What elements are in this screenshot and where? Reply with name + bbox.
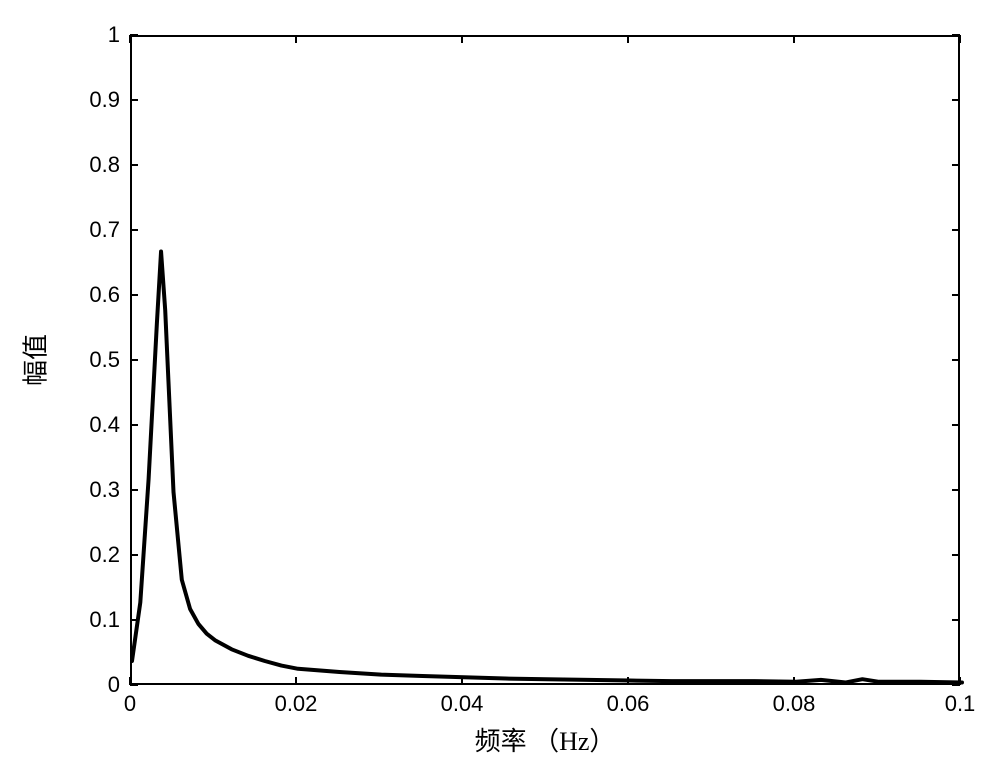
y-tick (952, 554, 960, 556)
y-tick-label: 0.8 (89, 152, 120, 178)
y-tick (130, 359, 138, 361)
y-tick (952, 294, 960, 296)
y-axis-label: 幅值 (16, 334, 53, 386)
y-tick (130, 619, 138, 621)
spectrum-line (132, 37, 962, 687)
x-tick (295, 35, 297, 43)
y-tick (952, 424, 960, 426)
y-tick-label: 0.1 (89, 607, 120, 633)
y-tick (952, 684, 960, 686)
y-tick (130, 99, 138, 101)
x-tick-label: 0.04 (441, 691, 484, 717)
y-tick (130, 684, 138, 686)
y-tick-label: 1 (108, 22, 120, 48)
x-tick-label: 0.08 (773, 691, 816, 717)
x-tick (461, 35, 463, 43)
y-tick-label: 0.5 (89, 347, 120, 373)
y-tick-label: 0 (108, 672, 120, 698)
y-tick (952, 619, 960, 621)
y-tick-label: 0.2 (89, 542, 120, 568)
y-tick (130, 424, 138, 426)
x-tick (627, 677, 629, 685)
y-tick-label: 0.7 (89, 217, 120, 243)
spectrum-path (132, 252, 962, 683)
spectrum-chart: 频率 （Hz） 幅值 0 0.02 0.04 0.06 0.08 0.1 0 0.1 0.2 0.… (0, 0, 1000, 776)
y-tick-label: 0.6 (89, 282, 120, 308)
x-tick-label: 0.1 (945, 691, 976, 717)
x-tick (793, 677, 795, 685)
x-tick (959, 35, 961, 43)
plot-box (130, 35, 960, 685)
y-tick (952, 229, 960, 231)
x-tick-label: 0.02 (275, 691, 318, 717)
y-tick-label: 0.9 (89, 87, 120, 113)
x-axis-label: 频率 （Hz） (475, 721, 616, 758)
x-tick-label: 0.06 (607, 691, 650, 717)
x-tick (627, 35, 629, 43)
x-tick (295, 677, 297, 685)
y-tick (952, 164, 960, 166)
x-tick (129, 35, 131, 43)
y-tick-label: 0.3 (89, 477, 120, 503)
y-tick (130, 554, 138, 556)
x-tick (461, 677, 463, 685)
y-tick (952, 489, 960, 491)
y-tick (130, 164, 138, 166)
y-tick (952, 99, 960, 101)
y-tick (130, 34, 138, 36)
y-tick (130, 294, 138, 296)
y-tick (952, 34, 960, 36)
x-tick (793, 35, 795, 43)
y-tick-label: 0.4 (89, 412, 120, 438)
x-tick-label: 0 (124, 691, 136, 717)
y-tick (130, 229, 138, 231)
y-tick (952, 359, 960, 361)
y-tick (130, 489, 138, 491)
